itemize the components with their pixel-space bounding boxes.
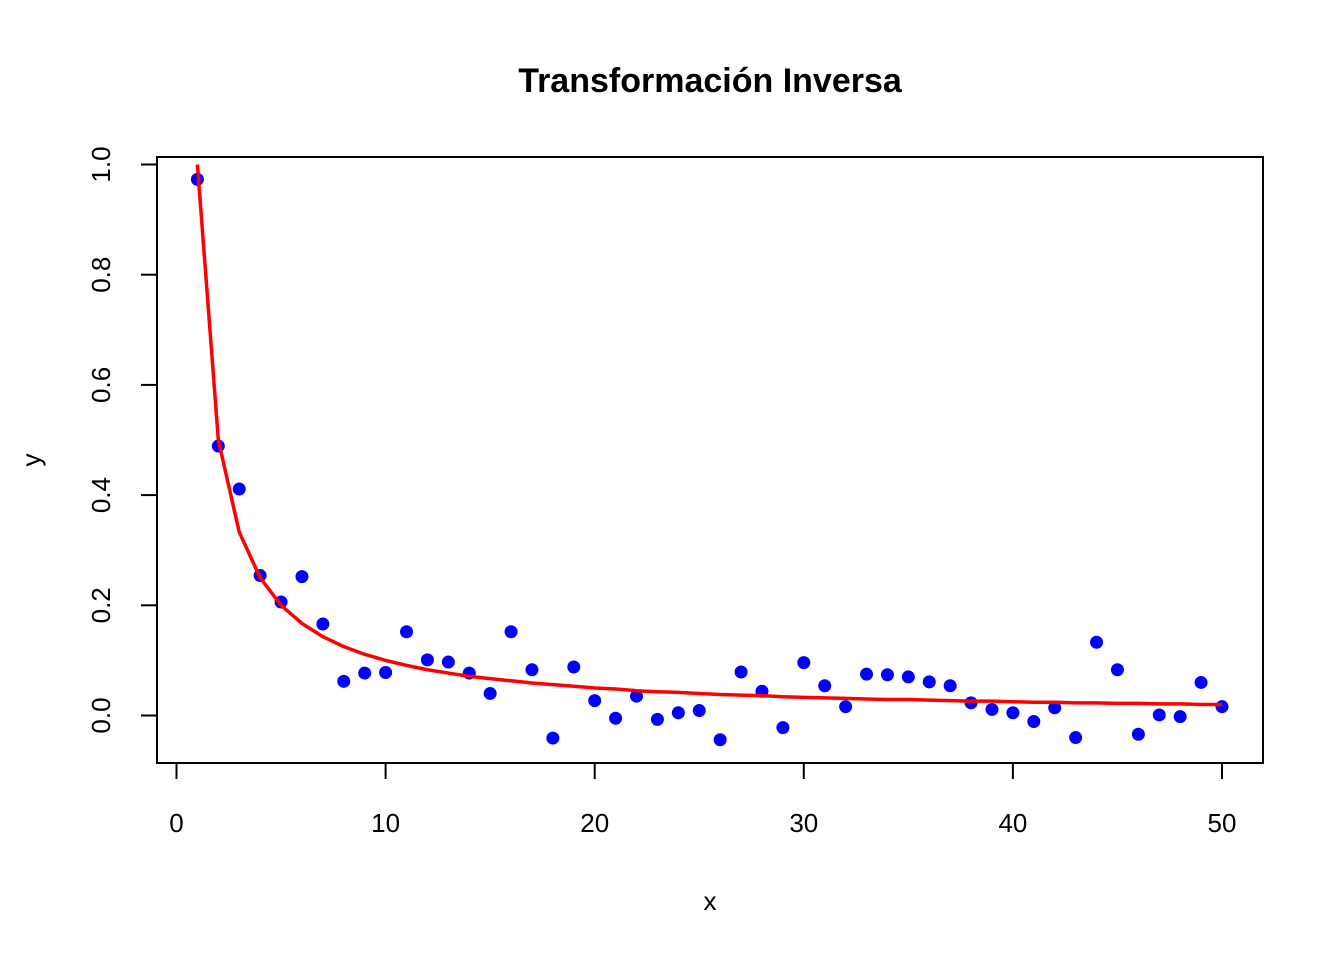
y-tick-label: 0.6 [86, 367, 116, 403]
y-tick-label: 0.4 [86, 477, 116, 513]
data-point [1110, 663, 1124, 677]
chart-title: Transformación Inversa [518, 62, 903, 100]
x-axis-label: x [704, 886, 717, 916]
data-point [630, 689, 644, 703]
x-tick-label: 0 [169, 808, 183, 838]
data-point [692, 704, 706, 718]
fitted-curve [195, 164, 1222, 707]
data-point [379, 666, 393, 680]
x-tick-label: 40 [998, 808, 1027, 838]
data-point [295, 570, 309, 584]
plot-box [156, 156, 1264, 764]
data-point [650, 712, 664, 726]
data-point [1152, 708, 1166, 722]
x-tick-label: 30 [789, 808, 818, 838]
data-point [337, 674, 351, 688]
x-tick-label: 20 [580, 808, 609, 838]
data-point [734, 665, 748, 679]
x-axis: 0 10 20 30 40 50 [169, 762, 1237, 838]
data-point [1215, 700, 1229, 714]
data-point [901, 670, 915, 684]
data-point [943, 679, 957, 693]
data-point [1048, 701, 1062, 715]
data-point [1090, 635, 1104, 649]
data-point [922, 675, 936, 689]
data-point [671, 706, 685, 720]
data-point [316, 617, 330, 631]
data-point [797, 656, 811, 670]
series-layer [190, 164, 1229, 747]
data-point [713, 733, 727, 747]
data-point [525, 663, 539, 677]
data-point [985, 702, 999, 716]
data-point [567, 660, 581, 674]
data-point [1131, 727, 1145, 741]
data-point [588, 694, 602, 708]
data-point [1194, 675, 1208, 689]
data-point [818, 679, 832, 693]
data-point [1069, 731, 1083, 745]
x-tick-label: 50 [1208, 808, 1237, 838]
data-point [400, 625, 414, 639]
data-point [483, 686, 497, 700]
data-point [609, 711, 623, 725]
data-point [1027, 715, 1041, 729]
data-point [1006, 706, 1020, 720]
y-tick-label: 0.2 [86, 587, 116, 623]
y-axis: 0.0 0.2 0.4 0.6 0.8 1.0 [86, 146, 158, 734]
data-point [1173, 710, 1187, 724]
data-point [358, 666, 372, 680]
y-tick-label: 0.8 [86, 257, 116, 293]
data-point [860, 667, 874, 681]
y-tick-label: 0.0 [86, 697, 116, 733]
data-point [776, 721, 790, 735]
y-axis-label: y [16, 454, 46, 467]
data-point [546, 731, 560, 745]
y-tick-label: 1.0 [86, 146, 116, 182]
data-point [839, 700, 853, 714]
x-tick-label: 10 [371, 808, 400, 838]
data-point [232, 482, 246, 496]
data-point [420, 653, 434, 667]
data-point [441, 655, 455, 669]
data-point [880, 668, 894, 682]
data-point [504, 625, 518, 639]
